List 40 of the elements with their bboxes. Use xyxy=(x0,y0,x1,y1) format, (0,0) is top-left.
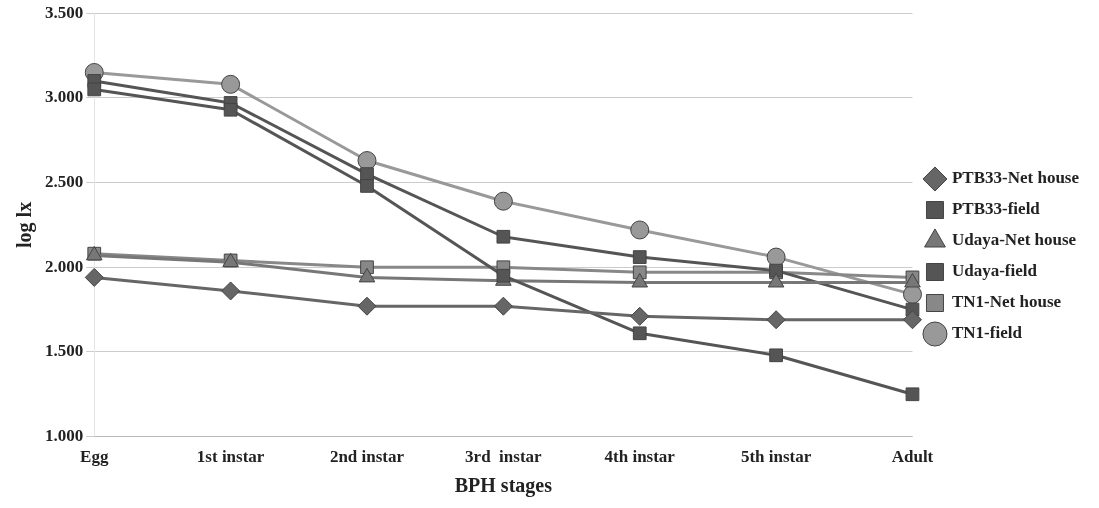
point xyxy=(902,310,922,330)
y-tick-label: 2.000 xyxy=(45,256,84,276)
point xyxy=(632,250,647,264)
point xyxy=(223,102,238,117)
legend-label: PTB33-field xyxy=(951,199,1041,219)
y-tick-label: 3.500 xyxy=(45,2,84,22)
point xyxy=(632,326,647,341)
point xyxy=(221,74,241,94)
point xyxy=(769,348,783,363)
point xyxy=(221,281,241,301)
x-tick-label: Egg xyxy=(80,447,109,467)
legend-label: TN1-field xyxy=(951,323,1023,343)
point xyxy=(357,296,377,316)
x-tick-label: 1st instar xyxy=(196,447,265,467)
x-tick-label: 5th instar xyxy=(740,447,812,467)
point xyxy=(360,167,374,181)
legend-label: Udaya-Net house xyxy=(951,230,1077,250)
y-axis-title: log lx xyxy=(13,201,37,248)
point xyxy=(360,179,374,193)
x-axis-title: BPH stages xyxy=(454,474,553,498)
point xyxy=(496,229,511,244)
point xyxy=(766,247,786,267)
x-tick-label: 2nd instar xyxy=(329,447,405,467)
point xyxy=(766,310,786,330)
point xyxy=(84,267,104,287)
x-tick-label: Adult xyxy=(891,447,934,467)
legend-label: Udaya-field xyxy=(951,261,1038,281)
point xyxy=(493,296,513,316)
x-tick-label: 4th instar xyxy=(604,447,676,467)
point xyxy=(630,220,650,240)
x-tick-label: 3rd instar xyxy=(465,447,543,467)
point xyxy=(493,191,513,211)
y-tick-label: 1.500 xyxy=(45,341,84,361)
y-tick-label: 2.500 xyxy=(45,171,84,191)
point xyxy=(630,306,650,326)
legend-label: PTB33-Net house xyxy=(951,168,1080,188)
point xyxy=(905,387,920,402)
y-tick-label: 3.000 xyxy=(45,87,84,107)
y-tick-label: 1.000 xyxy=(45,425,84,445)
legend-label: TN1-Net house xyxy=(951,292,1062,312)
